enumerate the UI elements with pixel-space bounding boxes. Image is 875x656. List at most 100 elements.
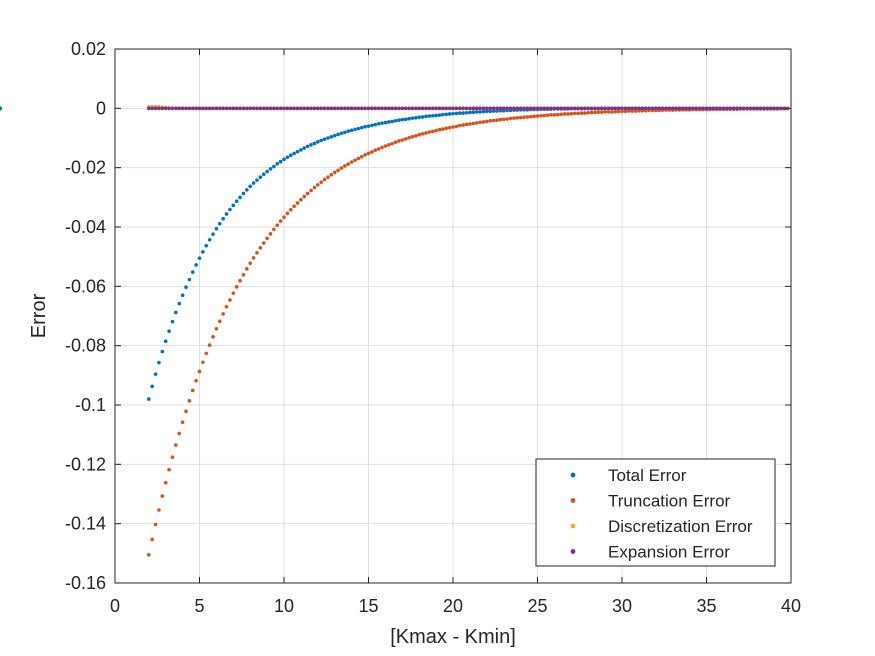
data-point bbox=[329, 135, 334, 139]
data-point bbox=[566, 112, 570, 116]
data-point bbox=[349, 128, 354, 133]
data-point bbox=[491, 106, 496, 111]
data-point bbox=[505, 117, 509, 121]
data-point bbox=[383, 120, 388, 125]
data-point bbox=[545, 113, 550, 117]
data-point bbox=[339, 106, 344, 111]
data-point bbox=[403, 117, 408, 122]
data-point bbox=[677, 106, 682, 111]
data-point bbox=[572, 106, 577, 111]
data-point bbox=[660, 106, 665, 111]
data-point bbox=[441, 127, 445, 131]
data-point bbox=[741, 106, 746, 111]
data-point bbox=[400, 117, 405, 122]
data-point bbox=[633, 109, 638, 113]
axis-ticks bbox=[114, 48, 792, 584]
data-point bbox=[248, 261, 252, 265]
data-point bbox=[214, 326, 219, 331]
data-point bbox=[434, 106, 438, 111]
x-tick-label: 35 bbox=[696, 596, 716, 616]
data-point bbox=[245, 188, 249, 192]
data-point bbox=[322, 106, 327, 111]
data-point bbox=[539, 106, 543, 111]
data-point bbox=[214, 226, 219, 231]
data-point bbox=[343, 130, 347, 135]
data-point bbox=[292, 106, 296, 111]
data-point bbox=[336, 168, 340, 173]
data-point bbox=[613, 106, 618, 111]
data-point bbox=[454, 106, 459, 111]
data-point bbox=[288, 153, 293, 158]
data-point bbox=[549, 106, 553, 111]
data-point bbox=[326, 106, 330, 111]
y-tick-label: -0.16 bbox=[65, 573, 106, 593]
data-point bbox=[272, 164, 276, 169]
data-point bbox=[434, 113, 438, 118]
data-point bbox=[647, 106, 651, 111]
data-point bbox=[346, 106, 351, 111]
data-point bbox=[302, 194, 307, 199]
data-point bbox=[559, 106, 563, 111]
data-point bbox=[512, 116, 516, 120]
x-tick-label: 5 bbox=[194, 596, 204, 616]
data-point bbox=[474, 106, 479, 111]
data-point bbox=[637, 106, 641, 111]
data-point bbox=[390, 106, 394, 111]
data-point bbox=[217, 221, 222, 226]
data-point bbox=[326, 175, 330, 179]
data-point bbox=[356, 106, 361, 111]
data-point bbox=[464, 110, 469, 115]
data-point bbox=[643, 106, 648, 111]
data-point bbox=[217, 319, 222, 324]
data-point bbox=[322, 177, 327, 182]
legend-marker bbox=[570, 549, 576, 554]
data-point bbox=[366, 151, 371, 156]
data-point bbox=[167, 467, 171, 472]
data-point bbox=[258, 245, 263, 250]
data-point bbox=[353, 127, 357, 132]
data-point bbox=[718, 106, 722, 111]
data-point bbox=[603, 110, 607, 114]
data-point bbox=[363, 106, 367, 111]
data-point bbox=[596, 110, 601, 114]
data-point bbox=[555, 112, 560, 117]
data-point bbox=[309, 143, 313, 147]
data-point bbox=[245, 106, 249, 111]
data-point bbox=[346, 129, 351, 133]
data-point bbox=[204, 351, 209, 356]
data-point bbox=[272, 227, 276, 232]
data-point bbox=[305, 144, 310, 149]
y-axis-title: Error bbox=[28, 293, 50, 338]
data-point bbox=[417, 106, 422, 111]
data-point bbox=[542, 106, 547, 111]
data-point bbox=[434, 128, 438, 133]
data-point bbox=[150, 384, 154, 389]
data-point bbox=[461, 123, 465, 127]
data-point bbox=[295, 149, 300, 154]
data-point bbox=[397, 118, 401, 122]
data-point bbox=[474, 121, 479, 125]
data-point bbox=[241, 106, 246, 111]
data-point bbox=[498, 106, 503, 111]
data-point bbox=[518, 106, 523, 111]
data-point bbox=[623, 109, 628, 114]
data-point bbox=[370, 123, 374, 128]
data-point bbox=[366, 106, 371, 111]
data-point bbox=[610, 106, 614, 111]
data-point bbox=[447, 106, 452, 111]
data-point bbox=[217, 106, 222, 111]
data-point bbox=[589, 106, 594, 111]
data-point bbox=[687, 106, 692, 111]
data-point bbox=[356, 126, 361, 131]
data-point bbox=[454, 111, 459, 116]
data-point bbox=[177, 106, 182, 111]
x-tick-label: 30 bbox=[612, 596, 632, 616]
data-point bbox=[187, 277, 192, 282]
data-point bbox=[393, 140, 398, 144]
data-point bbox=[376, 121, 381, 126]
data-point bbox=[397, 139, 401, 143]
data-point bbox=[468, 110, 472, 115]
data-point bbox=[201, 250, 205, 254]
data-point bbox=[170, 319, 175, 324]
data-point bbox=[197, 369, 202, 374]
